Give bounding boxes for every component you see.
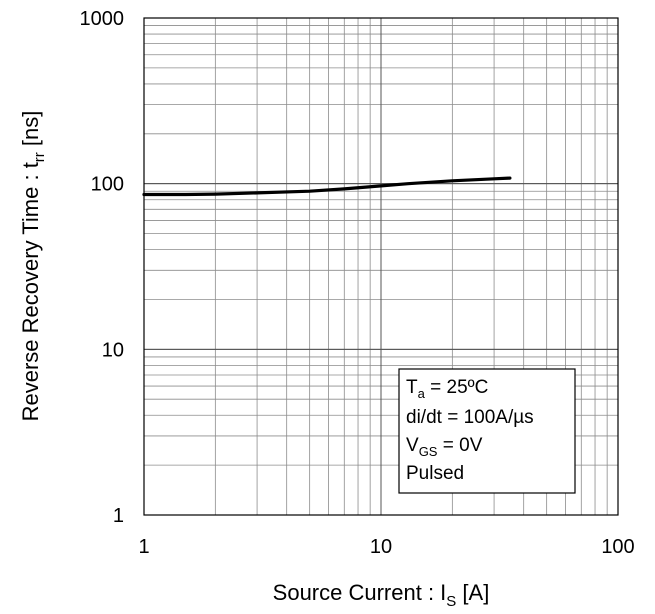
y-tick-labels: 1 10 100 1000 — [80, 8, 125, 527]
y-tick-label: 1 — [113, 505, 124, 527]
annotation-line-vgs: VGS = 0V — [406, 435, 483, 459]
y-tick-label: 100 — [91, 174, 124, 196]
major-gridlines — [144, 18, 618, 515]
annotation-line-pulsed: Pulsed — [406, 463, 464, 484]
y-tick-label: 1000 — [80, 8, 125, 30]
conditions-annotation: Ta = 25ºC di/dt = 100A/µs VGS = 0V Pulse… — [398, 368, 576, 494]
series-line-0 — [142, 176, 512, 197]
x-tick-label: 10 — [370, 536, 392, 558]
x-tick-label: 1 — [138, 536, 149, 558]
x-tick-labels: 1 10 100 — [138, 536, 634, 558]
x-axis-label: Source Current : IS [A] — [273, 580, 490, 610]
annotation-line-temperature: Ta = 25ºC — [406, 377, 488, 401]
y-tick-label: 10 — [102, 339, 124, 361]
annotation-box — [398, 368, 576, 494]
x-tick-label: 100 — [601, 536, 634, 558]
y-axis-label: Reverse Recovery Time : trr [ns] — [18, 111, 48, 422]
plot-area-frame — [143, 17, 619, 516]
series-layer — [142, 176, 512, 197]
annotation-line-didt: di/dt = 100A/µs — [406, 407, 534, 428]
